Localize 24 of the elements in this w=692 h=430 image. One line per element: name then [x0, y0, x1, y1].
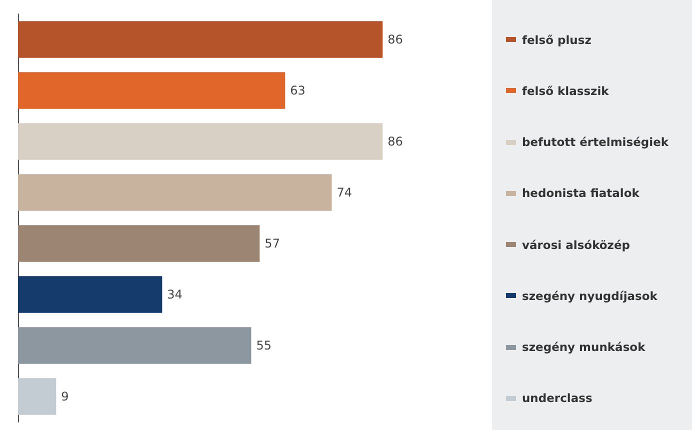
- data-label: 57: [264, 236, 280, 250]
- data-label: 86: [388, 134, 403, 148]
- data-label: 34: [167, 288, 182, 302]
- y-tick-label: hedonista fiatalok: [522, 186, 640, 200]
- bar: [18, 123, 383, 160]
- y-tick-label: felső plusz: [522, 32, 592, 47]
- bar: [18, 378, 56, 415]
- data-label: 55: [256, 338, 272, 352]
- data-label: 86: [388, 32, 403, 46]
- data-label: 63: [290, 84, 306, 98]
- bar: [18, 327, 252, 364]
- y-tick-label: underclass: [522, 391, 592, 406]
- data-label: 9: [61, 390, 69, 404]
- y-tick-label: városi alsóközép: [522, 238, 630, 252]
- y-tick-label: felső klasszik: [522, 84, 609, 98]
- y-tick-label: befutott értelmiségiek: [522, 135, 669, 150]
- data-label: 74: [336, 186, 352, 200]
- bar: [18, 21, 383, 58]
- y-tick-label: szegény nyugdíjasok: [522, 288, 658, 303]
- y-tick-label: szegény munkások: [522, 340, 646, 354]
- bar: [18, 72, 286, 109]
- bar: [18, 225, 260, 262]
- bar: [18, 174, 332, 211]
- bar: [18, 276, 162, 313]
